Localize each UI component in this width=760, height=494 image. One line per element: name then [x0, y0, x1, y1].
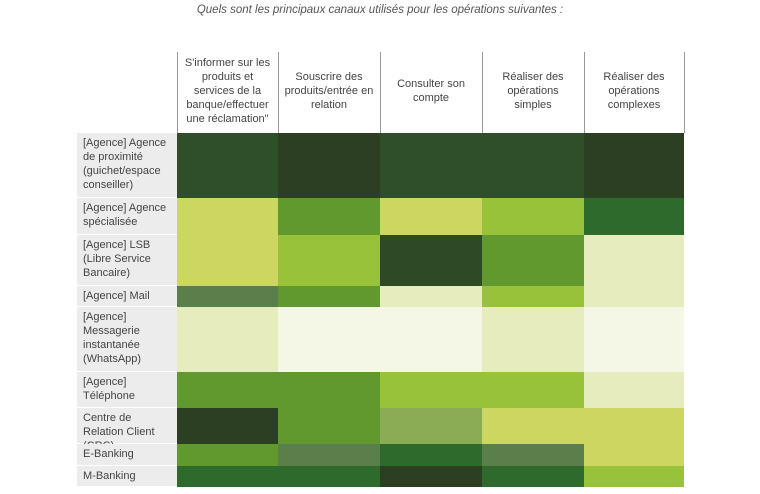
heatmap-cell — [278, 408, 380, 444]
heatmap-cell — [380, 466, 482, 487]
heatmap-cell — [482, 286, 584, 307]
column-header: S'informer sur les produits et services … — [184, 56, 271, 125]
heatmap-cell — [278, 235, 380, 286]
row-header: [Agence] LSB (Libre Service Bancaire) — [77, 235, 177, 286]
heatmap-cell — [177, 372, 278, 408]
heatmap-cell — [380, 444, 482, 466]
heatmap-cell — [278, 198, 380, 235]
heatmap-cell — [482, 307, 584, 372]
column-header: Souscrire des produits/entrée en relatio… — [284, 70, 374, 111]
heatmap-cell — [482, 466, 584, 487]
heatmap-cell — [380, 198, 482, 235]
chart-title: Quels sont les principaux canaux utilisé… — [196, 4, 564, 16]
heatmap-cell — [278, 133, 380, 198]
row-header: Centre de Relation Client (CRC) — [77, 408, 177, 452]
heatmap-cell — [177, 235, 278, 286]
heatmap-cell — [584, 408, 684, 444]
heatmap-cell — [278, 444, 380, 466]
column-header: Réaliser des opérations simples — [502, 70, 564, 111]
column-separator — [584, 52, 585, 133]
heatmap-cell — [177, 444, 278, 466]
heatmap-cell — [380, 408, 482, 444]
heatmap-cell — [584, 235, 684, 286]
heatmap-cell — [278, 307, 380, 372]
heatmap-cell — [380, 286, 482, 307]
heatmap-cell — [278, 372, 380, 408]
heatmap-cell — [380, 133, 482, 198]
row-header: [Agence] Agence de proximité (guichet/es… — [77, 133, 177, 198]
heatmap-cell — [584, 372, 684, 408]
row-header: [Agence] Téléphone — [77, 372, 177, 408]
heatmap-cell — [380, 307, 482, 372]
row-header: [Agence] Agence spécialisée — [77, 198, 177, 235]
heatmap-cell — [482, 235, 584, 286]
heatmap-cell — [584, 307, 684, 372]
heatmap-cell — [584, 198, 684, 235]
heatmap-cell — [177, 466, 278, 487]
column-separator — [482, 52, 483, 133]
heatmap-cell — [482, 198, 584, 235]
row-header: M-Banking — [77, 466, 177, 487]
row-header: [Agence] Messagerie instantanée (WhatsAp… — [77, 307, 177, 372]
row-header: E-Banking — [77, 444, 177, 466]
column-separator — [684, 52, 685, 133]
row-header: [Agence] Mail — [77, 286, 177, 307]
heatmap-cell — [482, 408, 584, 444]
heatmap-cell — [482, 133, 584, 198]
heatmap-cell — [278, 286, 380, 307]
column-header: Réaliser des opérations complexes — [603, 70, 665, 111]
heatmap-cell — [482, 372, 584, 408]
heatmap-cell — [584, 286, 684, 307]
heatmap-cell — [380, 235, 482, 286]
heatmap-cell — [584, 133, 684, 198]
heatmap-cell — [278, 466, 380, 487]
column-separator — [177, 52, 178, 133]
heatmap-cell — [177, 133, 278, 198]
column-separator — [380, 52, 381, 133]
heatmap-cell — [177, 307, 278, 372]
heatmap-cell — [380, 372, 482, 408]
heatmap-cell — [177, 408, 278, 444]
column-header: Consulter son compte — [397, 77, 465, 104]
heatmap-cell — [584, 444, 684, 466]
heatmap-cell — [584, 466, 684, 487]
heatmap-cell — [177, 198, 278, 235]
heatmap-cell — [482, 444, 584, 466]
heatmap-cell — [177, 286, 278, 307]
column-separator — [278, 52, 279, 133]
